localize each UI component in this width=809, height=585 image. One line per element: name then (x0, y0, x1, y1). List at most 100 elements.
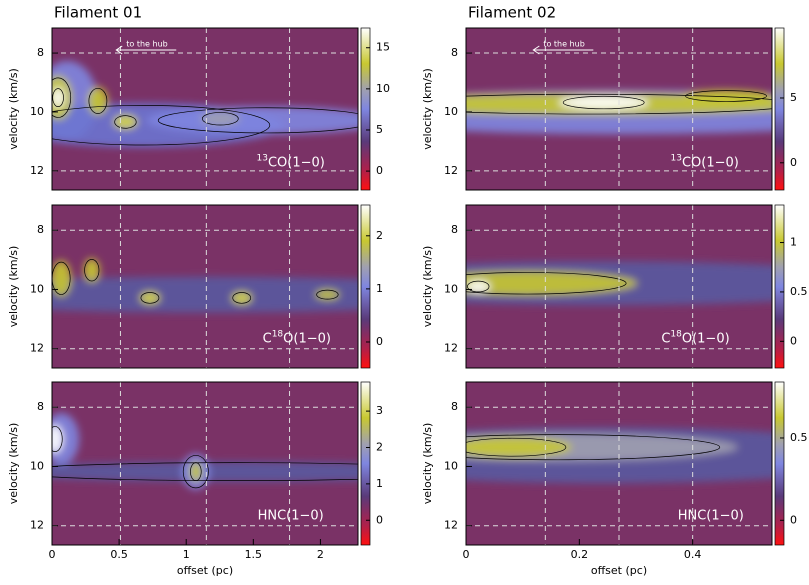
emission-blob (113, 114, 138, 129)
emission-blob (83, 258, 100, 283)
x-tick-label: 2 (317, 548, 324, 561)
line-label: 13CO(1−0) (671, 153, 739, 170)
colorbar-tick-label: 0 (376, 513, 383, 526)
contour (190, 462, 202, 481)
contour (52, 105, 271, 146)
contour (52, 426, 63, 452)
colorbar-tick-label: 2 (376, 440, 383, 453)
colorbar-tick-label: 1 (376, 477, 383, 490)
pv-image (52, 28, 358, 190)
emission-blob (139, 291, 160, 304)
y-tick-label: 10 (444, 282, 458, 295)
label-sup: 13 (671, 153, 682, 163)
y-axis-label: velocity (km/s) (421, 246, 434, 328)
contour (316, 289, 339, 300)
frame (465, 381, 773, 546)
line-label: HNC(1−0) (258, 508, 324, 523)
emission (466, 427, 772, 484)
colorbar (774, 381, 785, 546)
colorbar-tick-label: 2 (376, 229, 383, 242)
x-tick-label: 1 (183, 548, 190, 561)
y-axis-label: velocity (km/s) (7, 246, 20, 328)
y-tick-label: 8 (37, 223, 44, 236)
emission-blob (146, 106, 358, 135)
emission-blob (189, 461, 202, 482)
pv-image (52, 205, 358, 368)
panel: 8 10 12 velocity (km/s) Filament 02 0 5 13CO(1−… (421, 4, 797, 191)
pv-image (52, 382, 358, 545)
contour (52, 77, 72, 118)
colorbar-tick-label: 0 (790, 334, 797, 347)
emission (52, 60, 358, 148)
colorbar (360, 27, 371, 191)
colorbar (774, 27, 785, 191)
line-label: HNC(1−0) (678, 508, 744, 523)
emission-blob (87, 86, 108, 115)
emission-blob (52, 413, 80, 466)
line-label: 13CO(1−0) (257, 153, 325, 170)
emission-blob (231, 291, 252, 304)
panel-title: Filament 01 (54, 4, 142, 22)
x-tick-label: 1.5 (245, 548, 263, 561)
panel: 8 10 12 0 0.2 0.4 velocity (km/s) offset (pc) 0 0… (421, 381, 808, 577)
line-label: C18O(1−0) (661, 329, 729, 346)
emission-blob (558, 95, 649, 110)
emission-blob (681, 90, 772, 103)
contour (466, 93, 772, 115)
label-sup: 18 (272, 329, 284, 339)
contour (562, 95, 645, 110)
colorbar-tick-label: 10 (376, 82, 390, 95)
x-tick-label: 0 (463, 548, 470, 561)
panel: 8 10 12 velocity (km/s) 0 0.5 1 C18O(1−0) (421, 204, 808, 369)
colorbar-tick-label: 0 (790, 513, 797, 526)
emission-blob (52, 260, 72, 297)
panel-title: Filament 02 (468, 4, 556, 22)
emission-blob (52, 276, 358, 313)
contour (140, 292, 160, 304)
label-sup: 13 (257, 153, 268, 163)
contour (232, 292, 252, 304)
contour (182, 455, 209, 489)
colorbar-tick-label: 0 (376, 335, 383, 348)
y-tick-label: 10 (30, 105, 44, 118)
contour (685, 90, 767, 102)
y-tick-label: 12 (444, 164, 458, 177)
y-tick-label: 10 (30, 282, 44, 295)
colorbar-tick-label: 0.5 (790, 431, 808, 444)
colorbar-tick-label: 1 (790, 236, 797, 249)
line-label: C18O(1−0) (263, 329, 331, 346)
contour (84, 259, 100, 282)
emission (52, 258, 358, 313)
colorbar-tick-label: 1 (376, 282, 383, 295)
label-text: O(1−0) (682, 331, 730, 346)
contour (466, 437, 567, 457)
emission-blob (52, 425, 64, 454)
label-prefix: C (661, 331, 670, 346)
emission-blob (315, 289, 340, 300)
colorbar (360, 204, 371, 369)
x-axis-label: offset (pc) (177, 564, 233, 577)
contour (467, 280, 490, 293)
contour (114, 115, 137, 129)
emission-blob (466, 437, 572, 458)
y-tick-label: 12 (444, 342, 458, 355)
emission-blob (200, 111, 241, 126)
hub-arrowhead (115, 45, 123, 55)
x-tick-label: 0.4 (684, 548, 702, 561)
x-tick-label: 0.5 (110, 548, 128, 561)
colorbar-tick-label: 0.5 (790, 285, 808, 298)
colorbar (360, 381, 371, 546)
frame (51, 204, 359, 369)
emission-blob (52, 87, 65, 108)
y-tick-label: 12 (444, 519, 458, 532)
hub-annotation: to the hub (126, 40, 167, 49)
y-tick-label: 10 (444, 459, 458, 472)
label-prefix: C (263, 331, 272, 346)
emission (466, 90, 772, 135)
y-tick-label: 12 (30, 342, 44, 355)
x-tick-label: 0 (49, 548, 56, 561)
label-text: HNC(1−0) (258, 508, 324, 523)
